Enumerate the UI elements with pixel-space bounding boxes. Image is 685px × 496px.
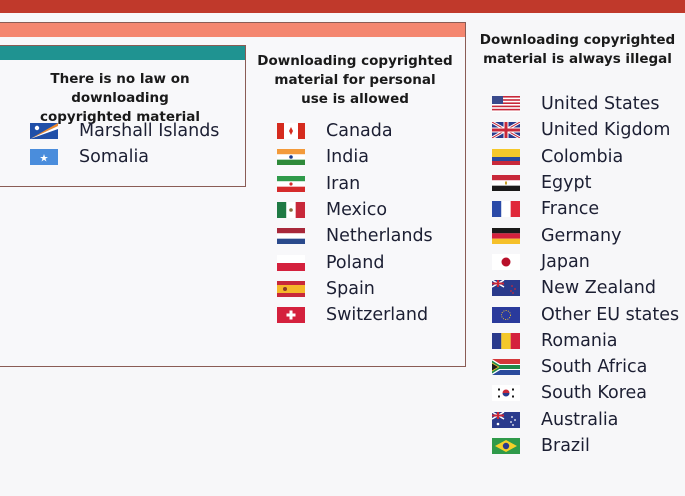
no-law-accent-strip [0,46,245,60]
united-kingdom-flag-icon [492,122,520,139]
list-item: Poland [277,249,433,275]
country-name: Iran [326,173,361,194]
country-name: Japan [541,251,590,272]
country-name: Brazil [541,436,590,456]
country-name: Romania [541,330,618,351]
india-flag-icon [277,149,305,166]
country-name: South Korea [541,383,648,404]
list-item: Canada [277,118,433,144]
somalia-flag-icon [30,149,58,166]
country-name: United States [541,94,660,115]
heading-line: Downloading copyrighted [257,53,453,69]
heading-line: material for personal [274,72,436,88]
country-name: Mexico [326,200,388,221]
brazil-flag-icon [492,438,520,454]
list-item: Romania [492,328,679,354]
heading-line: There is no law on downloading [50,71,190,106]
list-item: Other EU states [492,301,679,327]
list-item: Brazil [492,433,679,459]
new-zealand-flag-icon [492,280,520,297]
mexico-flag-icon [277,202,305,219]
romania-flag-icon [492,332,520,349]
country-name: Switzerland [326,305,429,326]
list-item: Colombia [492,144,679,170]
heading-line: material is always illegal [483,51,672,67]
country-name: Poland [326,252,385,273]
list-item: Japan [492,249,679,275]
switzerland-flag-icon [277,307,305,324]
country-name: South Africa [541,357,648,378]
list-item: United States [492,91,679,117]
egypt-flag-icon [492,175,520,192]
netherlands-flag-icon [277,228,305,245]
country-name: Spain [326,278,375,299]
list-item: India [277,144,433,170]
list-item: Mexico [277,197,433,223]
country-name: Marshall Islands [79,121,220,142]
country-name: Netherlands [326,226,433,247]
colombia-flag-icon [492,148,520,165]
heading-line: Downloading copyrighted [479,32,676,48]
list-item: Switzerland [277,302,433,328]
country-name: Canada [326,121,393,142]
country-name: India [326,147,369,168]
list-item: Netherlands [277,223,433,249]
country-name: Colombia [541,146,624,167]
poland-flag-icon [277,254,305,271]
heading-line: use is allowed [301,91,409,107]
south-africa-flag-icon [492,359,520,376]
list-item: Iran [277,171,433,197]
australia-flag-icon [492,411,520,428]
list-item: Somalia [30,144,219,170]
list-item: United Kigdom [492,117,679,143]
personal-use-heading: Downloading copyrighted material for per… [255,52,455,109]
list-item: Australia [492,407,679,433]
list-item: Spain [277,276,433,302]
country-name: France [541,199,600,220]
marshall-islands-flag-icon [30,123,58,140]
germany-flag-icon [492,227,520,244]
list-item: South Korea [492,380,679,406]
country-name: Other EU states [541,304,680,325]
iran-flag-icon [277,175,305,192]
country-name: Australia [541,409,619,430]
european-union-flag-icon [492,306,520,323]
list-item: Egypt [492,170,679,196]
list-item: South Africa [492,354,679,380]
list-item: New Zealand [492,275,679,301]
personal-use-country-list: Canada India Iran Mexico Netherlands Pol… [277,118,433,328]
france-flag-icon [492,201,520,218]
country-name: Germany [541,225,622,246]
list-item: Marshall Islands [30,118,219,144]
united-states-flag-icon [492,96,520,113]
always-illegal-heading: Downloading copyrighted material is alwa… [470,31,685,69]
heading-line: copyrighted material [39,109,201,125]
country-name: New Zealand [541,278,656,299]
list-item: Germany [492,222,679,248]
no-law-country-list: Marshall Islands Somalia [30,118,219,171]
country-name: United Kigdom [541,120,671,141]
top-bar [0,0,685,13]
personal-use-accent-strip [0,23,465,37]
country-name: Egypt [541,173,592,194]
no-law-heading: There is no law on downloading copyright… [0,70,240,127]
always-illegal-country-list: United States United Kigdom Colombia Egy… [492,91,679,459]
country-name: Somalia [79,147,150,168]
south-korea-flag-icon [492,385,520,402]
list-item: France [492,196,679,222]
spain-flag-icon [277,280,305,297]
canada-flag-icon [277,123,305,140]
japan-flag-icon [492,253,520,270]
